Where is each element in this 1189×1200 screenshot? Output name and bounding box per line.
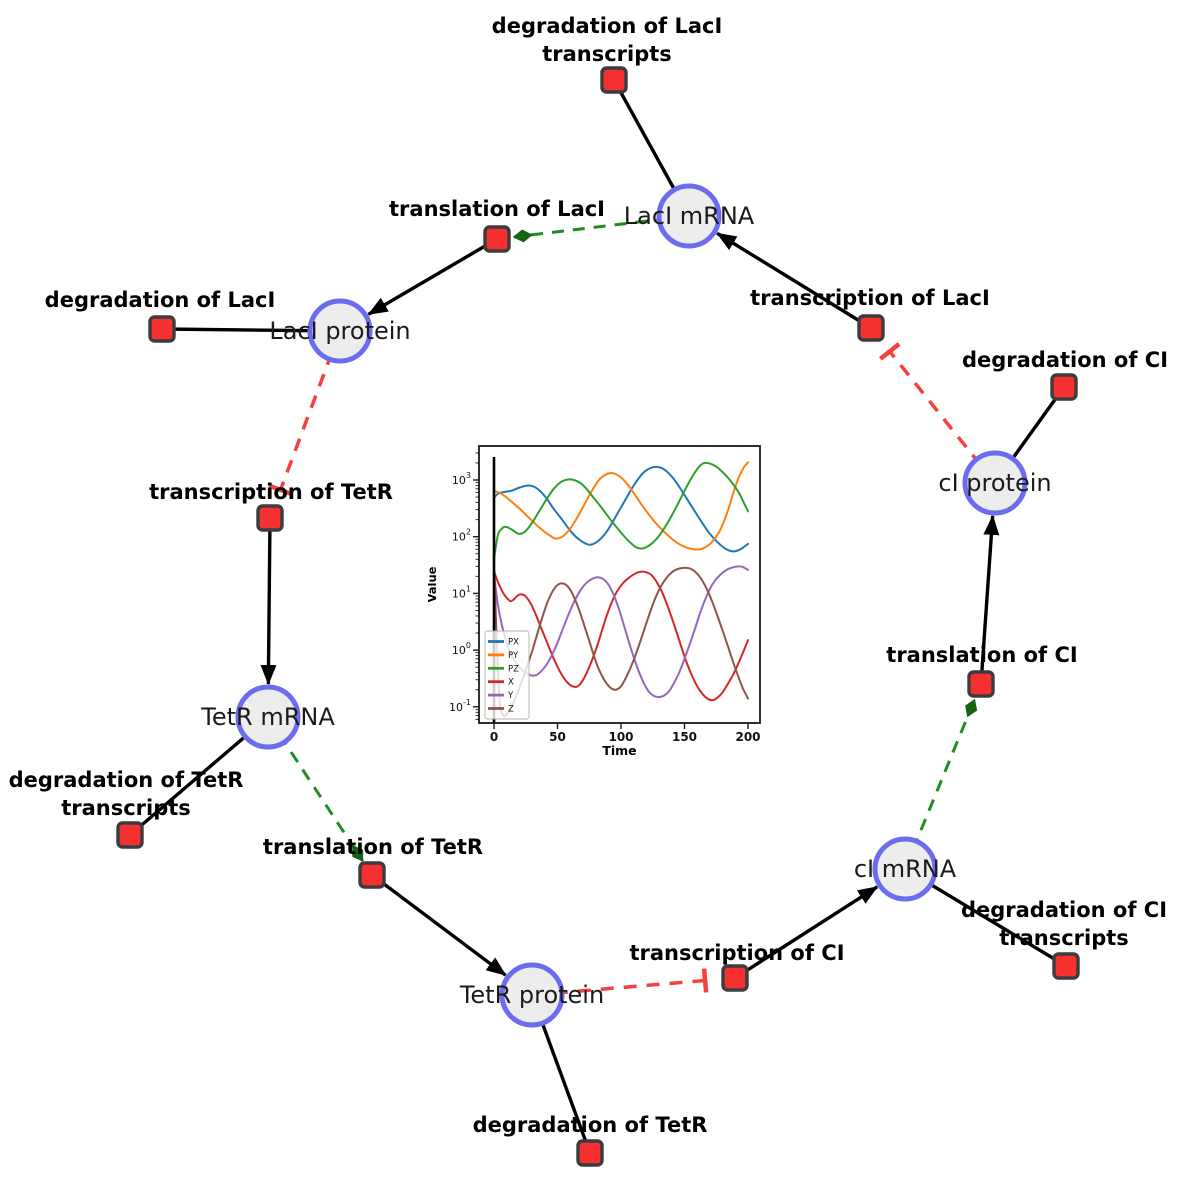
reaction-node-transcription-of-tetr	[256, 504, 284, 532]
reaction-node-transcription-of-laci	[857, 314, 885, 342]
label-layer: degradation of LacI transcripts translatio…	[9, 14, 1168, 1137]
y-tick-label: 103	[452, 471, 471, 487]
reaction-node-translation-of-tetr	[358, 861, 386, 889]
species-label-ci-protein: cI protein	[938, 469, 1051, 497]
reaction-node-translation-of-ci	[967, 670, 995, 698]
reaction-label-degradation-of-tetr-transcripts: degradation of TetR transcripts	[9, 768, 244, 820]
reaction-label-degradation-of-laci: degradation of LacI	[45, 288, 276, 312]
y-tick-label: 102	[452, 528, 471, 544]
species-node-ci-protein	[962, 450, 1028, 516]
reaction-label-degradation-of-tetr: degradation of TetR	[473, 1113, 708, 1137]
curve-layer	[493, 461, 749, 718]
reaction-node-degradation-of-laci-transcripts	[600, 66, 628, 94]
legend-label-X: X	[508, 678, 514, 688]
chart-legend: PX PY PZ XYZ	[484, 630, 530, 720]
x-axis-label: Time	[602, 743, 636, 758]
inhibition-tbar-icon	[268, 483, 293, 497]
species-node-laci-mrna	[656, 183, 722, 249]
y-tick-label: 101	[452, 584, 471, 600]
x-tick-label: 50	[549, 730, 566, 744]
legend-label-PX: PX	[508, 638, 519, 648]
species-node-laci-protein	[307, 298, 373, 364]
y-tick-label: 100	[452, 641, 471, 657]
reaction-label-degradation-of-ci-transcripts: degradation of CI transcripts	[961, 898, 1167, 950]
node-layer	[116, 66, 1080, 1167]
reaction-label-degradation-of-ci: degradation of CI	[962, 348, 1168, 372]
reaction-node-translation-of-laci	[483, 225, 511, 253]
reaction-label-transcription-of-ci: transcription of CI	[629, 941, 844, 965]
series-line-Y	[493, 565, 749, 699]
reaction-node-degradation-of-ci	[1050, 373, 1078, 401]
series-line-PY	[493, 461, 749, 551]
reaction-label-translation-of-ci: translation of CI	[886, 643, 1077, 667]
inhibition-tbar-icon	[701, 968, 709, 993]
legend-label-Y: Y	[507, 691, 514, 701]
series-line-PZ	[493, 461, 749, 561]
legend-label-PY: PY	[508, 651, 519, 661]
reaction-node-degradation-of-ci-transcripts	[1052, 952, 1080, 980]
chart-frame	[478, 445, 761, 724]
species-node-tetr-protein	[499, 962, 565, 1028]
reaction-label-degradation-of-laci-transcripts: degradation of LacI transcripts	[492, 14, 723, 66]
species-node-ci-mrna	[872, 836, 938, 902]
reaction-label-translation-of-tetr: translation of TetR	[263, 835, 483, 859]
inhibition-tbar-icon	[878, 342, 901, 361]
x-tick-label: 0	[490, 730, 498, 744]
species-node-tetr-mrna	[235, 684, 301, 750]
axis-ticks: 103 102 101 100 10-1 0 50 100 150 200	[449, 452, 761, 744]
species-label-tetr-mrna: TetR mRNA	[200, 703, 335, 731]
series-line-PX	[493, 465, 749, 553]
reaction-node-degradation-of-tetr	[576, 1139, 604, 1167]
edge-product-transcription-of-tetr-tetr-mrna	[260, 517, 277, 686]
species-label-laci-mrna: LacI mRNA	[624, 202, 755, 230]
reaction-label-translation-of-laci: translation of LacI	[389, 197, 605, 221]
edge-product-translation-of-ci-ci-protein	[979, 514, 1000, 685]
x-tick-label: 150	[672, 730, 697, 744]
reaction-node-transcription-of-ci	[721, 964, 749, 992]
y-tick-label: 10-1	[449, 698, 471, 714]
species-label-ci-mrna: cI mRNA	[854, 855, 957, 883]
edge-product-transcription-of-laci-laci-mrna	[716, 231, 872, 330]
species-label-tetr-protein: TetR protein	[459, 981, 604, 1009]
legend-label-PZ: PZ	[508, 664, 519, 674]
edge-product-transcription-of-ci-ci-mrna	[734, 885, 879, 980]
edge-product-translation-of-tetr-tetr-protein	[370, 873, 507, 977]
edge-product-translation-of-laci-laci-protein	[367, 237, 498, 316]
x-tick-label: 100	[608, 730, 633, 744]
legend-label-Z: Z	[508, 705, 514, 715]
reaction-label-transcription-of-tetr: transcription of TetR	[149, 480, 393, 504]
reaction-node-degradation-of-laci	[148, 315, 176, 343]
species-label-laci-protein: LacI protein	[269, 317, 410, 345]
y-axis-label: Value	[425, 566, 439, 602]
reaction-node-degradation-of-tetr-transcripts	[116, 821, 144, 849]
reaction-label-transcription-of-laci: transcription of LacI	[750, 286, 990, 310]
legend-box	[484, 630, 530, 720]
x-tick-label: 200	[735, 730, 760, 744]
